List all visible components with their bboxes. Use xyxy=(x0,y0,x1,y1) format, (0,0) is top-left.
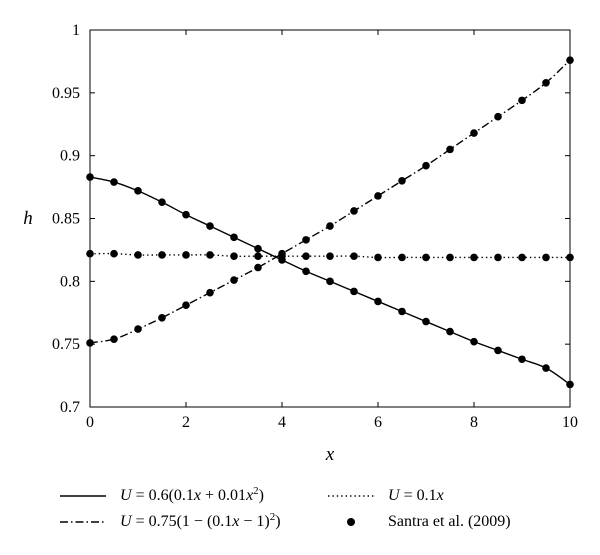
y-axis-label: h xyxy=(23,208,33,229)
marker-santra xyxy=(326,252,334,260)
marker-santra xyxy=(422,161,430,170)
legend-swatch-marker xyxy=(347,518,355,526)
marker-santra xyxy=(422,253,430,262)
legend-swatch-solid xyxy=(60,495,106,497)
legend-label-linear: U = 0.1x xyxy=(388,487,444,504)
marker-santra xyxy=(158,198,166,206)
marker-santra xyxy=(374,253,382,262)
marker-santra xyxy=(254,244,262,253)
marker-santra xyxy=(134,325,142,333)
marker-santra xyxy=(542,78,550,87)
chart: 0 2 4 6 8 10 0.7 0.75 0.8 0.85 0.9 0.95 1 x h xyxy=(23,22,578,465)
marker-santra xyxy=(230,252,238,260)
marker-santra xyxy=(278,252,286,260)
marker-santra xyxy=(254,252,262,260)
legend: U = 0.6(0.1x + 0.01x2) U = 0.1x U = 0.75… xyxy=(60,482,600,552)
marker-santra xyxy=(494,253,502,262)
marker-santra xyxy=(158,313,166,322)
marker-santra xyxy=(134,251,142,259)
marker-santra xyxy=(374,192,382,200)
series-line-linear xyxy=(89,252,570,259)
marker-santra xyxy=(254,263,262,272)
marker-santra xyxy=(518,253,526,262)
legend-item-quad: U = 0.6(0.1x + 0.01x2) xyxy=(60,484,264,508)
x-tick-label: 2 xyxy=(182,414,190,431)
marker-santra xyxy=(326,222,334,230)
legend-item-linear: U = 0.1x xyxy=(328,484,444,508)
marker-santra xyxy=(494,112,502,121)
marker-santra xyxy=(206,251,214,259)
marker-santra xyxy=(158,251,166,259)
marker-santra xyxy=(398,177,406,185)
x-tick-label: 8 xyxy=(470,414,478,431)
y-tick-label: 1 xyxy=(72,22,80,39)
marker-santra xyxy=(518,96,526,105)
y-tick-label: 0.8 xyxy=(60,273,80,290)
marker-santra xyxy=(350,207,358,215)
marker-santra xyxy=(374,297,382,306)
x-tick-label: 0 xyxy=(86,414,94,431)
marker-santra xyxy=(446,145,454,154)
marker-santra xyxy=(398,307,406,316)
plot-area xyxy=(86,56,574,389)
y-tick-label: 0.95 xyxy=(52,85,80,102)
marker-santra xyxy=(206,288,214,297)
y-tick-label: 0.7 xyxy=(60,399,80,416)
legend-label-santra: Santra et al. (2009) xyxy=(388,513,511,530)
marker-santra xyxy=(230,233,238,242)
x-axis-label: x xyxy=(325,444,335,465)
marker-santra xyxy=(302,252,310,260)
x-tick-label: 6 xyxy=(374,414,382,431)
marker-santra xyxy=(494,346,502,355)
marker-santra xyxy=(110,335,118,343)
marker-santra xyxy=(398,253,406,262)
marker-santra xyxy=(470,129,478,137)
marker-santra xyxy=(542,253,550,262)
marker-santra xyxy=(182,301,190,310)
legend-swatch-dotted xyxy=(328,495,374,497)
marker-santra xyxy=(182,210,190,219)
marker-santra xyxy=(446,253,454,262)
marker-santra xyxy=(350,287,358,296)
y-tick-label: 0.85 xyxy=(52,211,80,228)
marker-santra xyxy=(110,178,118,186)
x-tick-label: 10 xyxy=(562,414,578,431)
legend-label-dashdot: U = 0.75(1 − (0.1x − 1)2) xyxy=(120,511,281,531)
legend-item-santra: Santra et al. (2009) xyxy=(328,510,511,534)
marker-santra xyxy=(518,355,526,364)
legend-label-quad: U = 0.6(0.1x + 0.01x2) xyxy=(120,485,264,505)
x-tick-label: 4 xyxy=(278,414,286,431)
marker-santra xyxy=(542,364,550,372)
marker-santra xyxy=(446,327,454,336)
y-tick-label: 0.75 xyxy=(52,336,80,353)
marker-santra xyxy=(206,222,214,230)
marker-santra xyxy=(110,249,118,258)
marker-santra xyxy=(326,277,334,286)
marker-santra xyxy=(182,251,190,259)
axes: 0 2 4 6 8 10 0.7 0.75 0.8 0.85 0.9 0.95 1 xyxy=(52,22,578,431)
marker-santra xyxy=(422,317,430,326)
marker-santra xyxy=(302,236,310,244)
y-tick-label: 0.9 xyxy=(60,148,80,165)
legend-item-dashdot: U = 0.75(1 − (0.1x − 1)2) xyxy=(60,510,281,534)
marker-santra xyxy=(302,267,310,276)
legend-swatch-dashdot xyxy=(60,521,106,523)
marker-santra xyxy=(470,337,478,346)
marker-santra xyxy=(230,276,238,284)
marker-santra xyxy=(470,253,478,262)
marker-santra xyxy=(350,252,358,260)
marker-santra xyxy=(134,187,142,195)
